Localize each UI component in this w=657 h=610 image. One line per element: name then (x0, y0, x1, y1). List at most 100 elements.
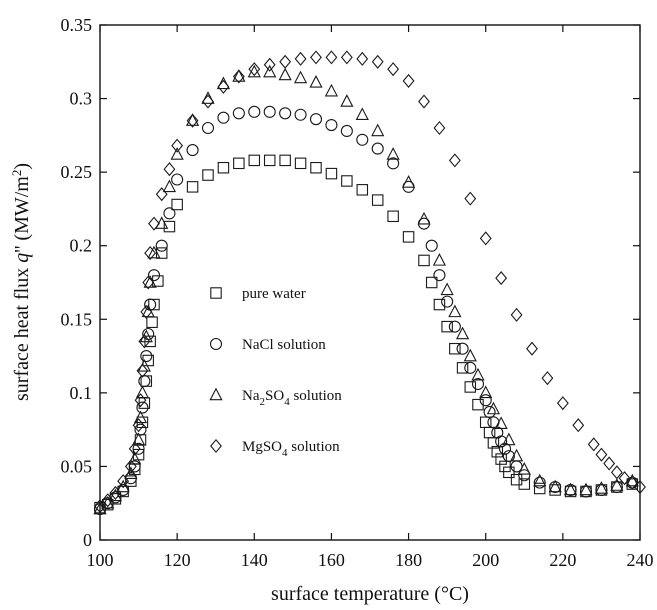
data-point (418, 254, 430, 267)
data-point (518, 469, 531, 482)
data-point (498, 442, 512, 455)
y-tick-label: 0.35 (61, 15, 93, 35)
data-point (479, 231, 492, 246)
legend-label: MgSO4 solution (242, 439, 340, 459)
data-point (233, 157, 245, 170)
data-point (186, 181, 199, 193)
data-point (510, 307, 523, 322)
data-point (433, 120, 446, 136)
data-point (310, 161, 322, 174)
data-point (387, 210, 399, 223)
data-point (134, 423, 147, 436)
data-point (371, 54, 384, 69)
data-point (387, 62, 400, 77)
data-point (146, 316, 158, 328)
data-point (128, 451, 142, 465)
data-point (610, 480, 623, 494)
series-triangle (93, 64, 639, 515)
data-point (232, 69, 246, 82)
data-point (533, 482, 546, 495)
data-point (201, 121, 215, 135)
data-point (147, 245, 161, 259)
data-point (356, 51, 369, 66)
data-point (456, 342, 469, 355)
data-point (133, 410, 148, 424)
legend-label: pure water (242, 286, 306, 302)
data-point (124, 459, 137, 474)
y-tick-label: 0.15 (61, 309, 93, 329)
data-point (186, 144, 199, 157)
data-point (371, 123, 385, 137)
data-point (502, 450, 515, 463)
data-point (579, 485, 593, 498)
data-point (201, 91, 215, 104)
data-point (440, 282, 454, 296)
data-point (455, 326, 470, 340)
data-point (433, 269, 446, 282)
data-point (293, 70, 308, 84)
data-point (464, 361, 477, 374)
data-point (479, 385, 493, 399)
data-point (278, 67, 292, 81)
data-point (402, 73, 415, 88)
data-point (341, 175, 353, 187)
data-point (163, 207, 176, 220)
y-tick-label: 0.3 (70, 89, 93, 109)
legend-marker (209, 387, 223, 401)
data-point (495, 435, 508, 448)
data-point (556, 396, 569, 411)
data-point (356, 133, 369, 146)
data-point (483, 405, 496, 419)
data-point (448, 304, 462, 318)
data-point (456, 362, 469, 374)
data-point (155, 247, 168, 259)
data-point (494, 416, 508, 430)
data-point (163, 220, 176, 233)
data-point (217, 79, 230, 94)
data-point (325, 119, 338, 132)
data-point (124, 466, 138, 480)
data-point (610, 465, 623, 480)
data-point (487, 416, 500, 429)
x-tick-label: 200 (472, 550, 499, 570)
data-point (136, 401, 149, 414)
data-point (499, 460, 511, 473)
data-point (248, 105, 261, 118)
data-point (518, 478, 531, 490)
data-point (595, 447, 608, 462)
data-point (217, 161, 230, 174)
data-point (371, 194, 384, 206)
data-point (325, 50, 338, 65)
data-point (572, 418, 585, 433)
x-tick-label: 100 (87, 550, 114, 570)
data-point (171, 198, 183, 211)
data-point (509, 448, 524, 462)
x-tick-label: 140 (241, 550, 268, 570)
data-point (603, 456, 616, 471)
data-point (232, 107, 245, 120)
data-point (626, 475, 639, 490)
data-point (263, 57, 276, 72)
data-point (495, 453, 507, 465)
x-tick-label: 240 (627, 550, 654, 570)
legend-marker (210, 287, 222, 299)
data-point (117, 474, 130, 489)
data-point (94, 499, 106, 514)
data-point (517, 461, 531, 475)
data-point (116, 479, 130, 493)
data-point (170, 147, 184, 160)
data-point (526, 341, 538, 356)
data-point (401, 175, 416, 188)
data-point (355, 107, 369, 121)
data-point (148, 216, 160, 231)
data-point (309, 113, 323, 126)
y-axis-title: surface heat flux q'' (MW/m2) (9, 163, 33, 401)
series-diamond (94, 50, 646, 514)
data-point (425, 276, 438, 289)
data-point (324, 83, 339, 97)
data-point (595, 483, 608, 497)
data-point (279, 54, 292, 69)
data-point (541, 371, 554, 386)
data-point (138, 375, 151, 388)
